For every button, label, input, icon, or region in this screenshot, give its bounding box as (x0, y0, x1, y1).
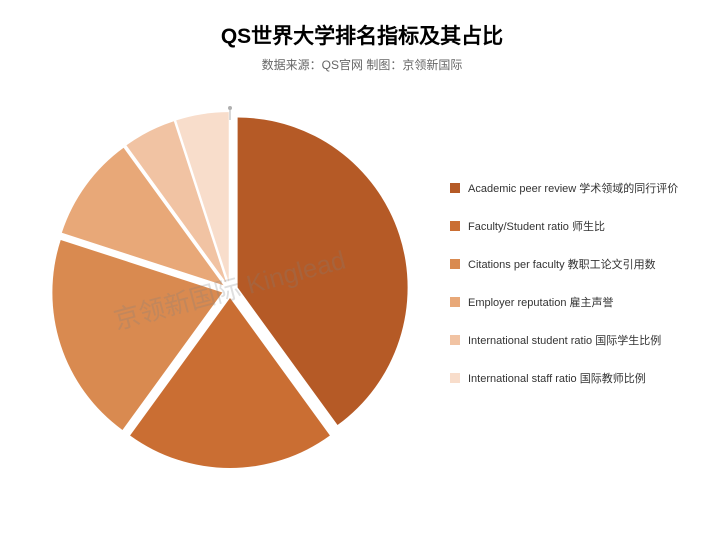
legend-item: Academic peer review 学术领域的同行评价 (450, 180, 678, 196)
legend-label: Faculty/Student ratio 师生比 (468, 218, 605, 234)
pie-chart (40, 100, 420, 480)
legend-swatch (450, 335, 460, 345)
legend-item: International student ratio 国际学生比例 (450, 332, 678, 348)
legend-label: International staff ratio 国际教师比例 (468, 370, 646, 386)
legend-item: Employer reputation 雇主声誉 (450, 294, 678, 310)
legend-swatch (450, 183, 460, 193)
legend-item: Faculty/Student ratio 师生比 (450, 218, 678, 234)
legend-item: Citations per faculty 教职工论文引用数 (450, 256, 678, 272)
legend-swatch (450, 259, 460, 269)
legend-label: International student ratio 国际学生比例 (468, 332, 661, 348)
legend: Academic peer review 学术领域的同行评价 Faculty/St… (450, 180, 678, 408)
chart-subtitle: 数据来源：QS官网 制图：京领新国际 (0, 56, 724, 73)
legend-swatch (450, 221, 460, 231)
chart-title: QS世界大学排名指标及其占比 (0, 0, 724, 50)
legend-swatch (450, 373, 460, 383)
legend-item: International staff ratio 国际教师比例 (450, 370, 678, 386)
legend-label: Citations per faculty 教职工论文引用数 (468, 256, 656, 272)
legend-swatch (450, 297, 460, 307)
legend-label: Employer reputation 雇主声誉 (468, 294, 614, 310)
legend-label: Academic peer review 学术领域的同行评价 (468, 180, 678, 196)
